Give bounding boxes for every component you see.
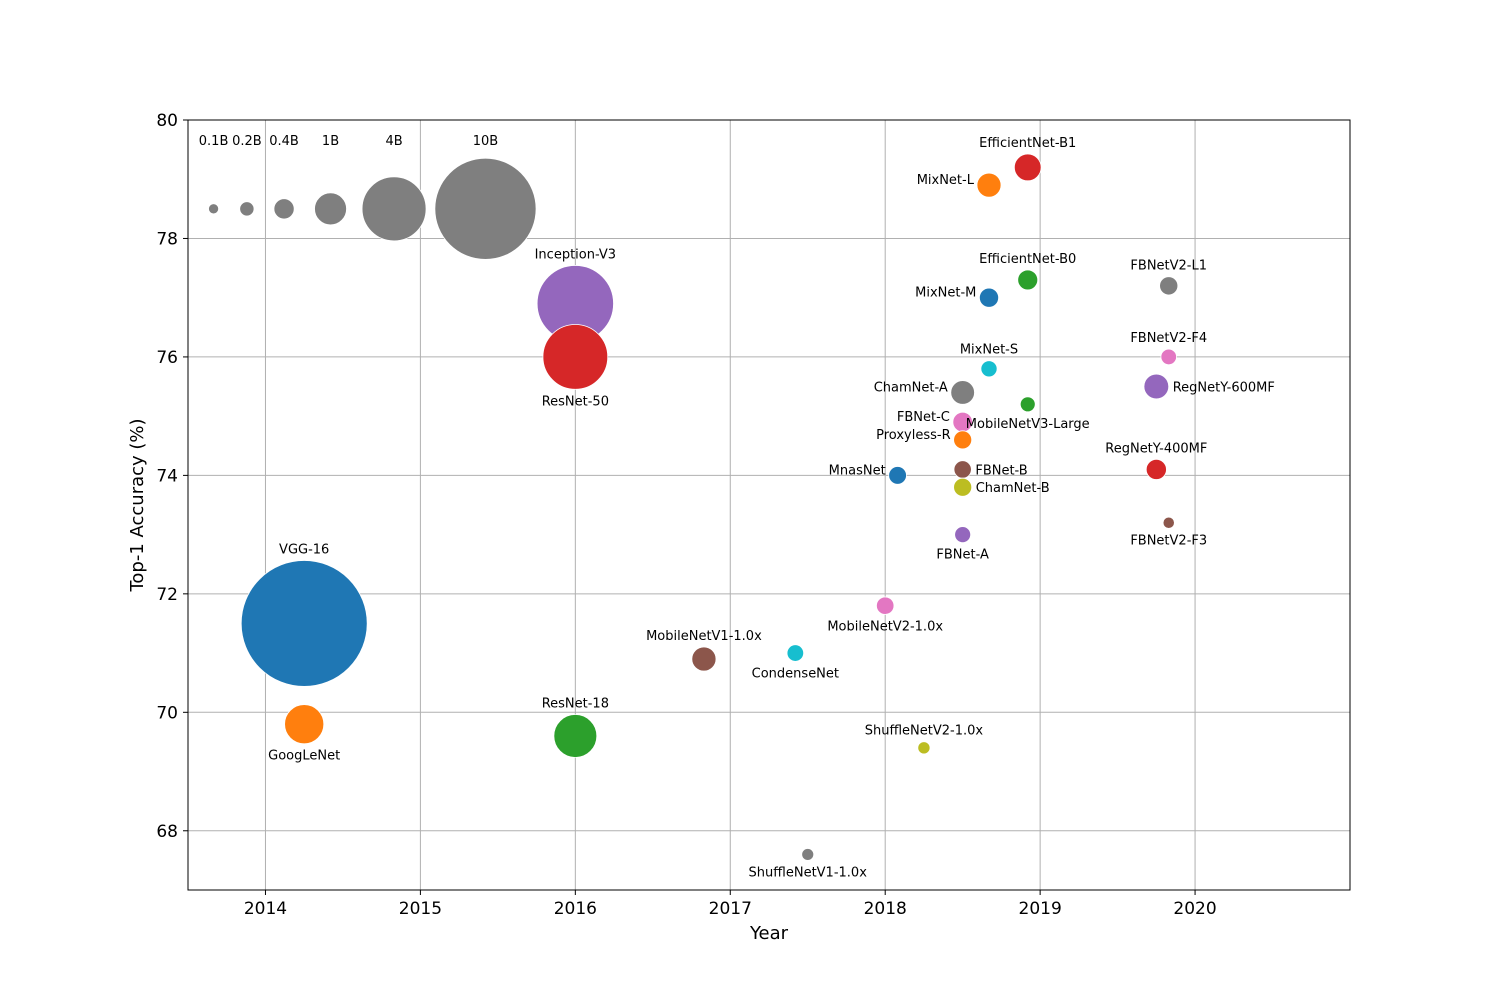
y-tick-label: 74 — [156, 466, 178, 486]
data-point — [953, 430, 973, 450]
point-label: MixNet-L — [917, 173, 975, 188]
x-tick-label: 2017 — [709, 899, 752, 919]
point-label: ChamNet-A — [874, 380, 948, 395]
y-tick-label: 78 — [156, 229, 178, 249]
size-legend-bubble — [361, 176, 427, 242]
size-legend-bubble — [314, 192, 347, 226]
data-point — [691, 646, 717, 672]
x-tick-label: 2020 — [1173, 899, 1216, 919]
axis-ticks: 2014 2015 2016 2017 2018 2019 2020 68 70 72 74 76 78… — [156, 111, 1216, 919]
data-point — [876, 596, 895, 615]
data-point — [284, 704, 325, 745]
data-point — [240, 560, 368, 687]
point-label: RegNetY-600MF — [1173, 381, 1275, 396]
point-label: Inception-V3 — [535, 247, 616, 262]
point-label: EfficientNet-B0 — [979, 252, 1076, 267]
y-tick-label: 80 — [156, 111, 178, 131]
data-point — [976, 172, 1002, 198]
size-legend-bubble — [208, 203, 220, 215]
data-points: VGG-16 GoogLeNet Inception-V3 ResNet-50 ResN… — [240, 136, 1275, 880]
data-point — [1160, 348, 1177, 366]
data-point — [542, 324, 609, 390]
point-label: MobileNetV1-1.0x — [646, 629, 762, 644]
size-legend-label: 1B — [322, 134, 339, 149]
data-point — [950, 380, 975, 405]
y-tick-label: 68 — [156, 822, 178, 842]
y-tick-label: 70 — [156, 703, 178, 723]
point-label: ResNet-18 — [542, 697, 609, 712]
point-label: FBNetV2-F4 — [1130, 331, 1207, 346]
point-label: FBNetV2-L1 — [1130, 259, 1207, 274]
point-label: FBNet-A — [936, 548, 989, 563]
data-point — [1017, 269, 1039, 291]
y-tick-label: 72 — [156, 585, 178, 605]
size-legend-label: 4B — [385, 134, 402, 149]
x-tick-label: 2015 — [399, 899, 442, 919]
data-point — [979, 287, 1000, 308]
point-label: ShuffleNetV2-1.0x — [865, 724, 984, 739]
point-label: FBNet-B — [975, 463, 1027, 478]
plot-frame — [187, 119, 1351, 891]
size-legend-bubble — [273, 198, 295, 220]
data-point — [1159, 276, 1179, 296]
data-point — [786, 644, 805, 662]
point-label: VGG-16 — [279, 542, 329, 557]
x-tick-label: 2018 — [864, 899, 907, 919]
grid-lines — [188, 119, 1350, 890]
x-tick-label: 2019 — [1019, 899, 1062, 919]
size-legend: 0.1B 0.2B 0.4B 1B 4B 10B — [199, 134, 537, 260]
point-label: Proxyless-R — [876, 428, 951, 443]
data-point — [917, 741, 931, 755]
data-point — [888, 466, 907, 485]
data-point — [954, 526, 972, 544]
size-legend-label: 0.4B — [269, 134, 299, 149]
point-label: FBNetV2-F3 — [1130, 533, 1207, 548]
point-label: CondenseNet — [752, 666, 839, 681]
point-label: MnasNet — [829, 463, 886, 478]
y-tick-label: 76 — [156, 348, 178, 368]
point-label: RegNetY-400MF — [1105, 441, 1207, 456]
x-tick-label: 2014 — [244, 899, 287, 919]
size-legend-label: 10B — [473, 134, 498, 149]
point-label: EfficientNet-B1 — [979, 136, 1076, 151]
point-label: ShuffleNetV1-1.0x — [749, 865, 868, 880]
data-point — [1145, 458, 1167, 480]
size-legend-bubble — [239, 201, 255, 217]
point-label: GoogLeNet — [268, 749, 340, 764]
data-point — [953, 477, 973, 497]
data-point — [1162, 516, 1175, 529]
point-label: MobileNetV3-Large — [966, 417, 1090, 432]
data-point — [953, 460, 972, 479]
point-label: FBNet-C — [897, 410, 950, 425]
data-point — [801, 848, 815, 861]
point-label: MixNet-S — [960, 343, 1018, 358]
size-legend-label: 0.1B — [199, 134, 229, 149]
x-tick-label: 2016 — [554, 899, 597, 919]
x-axis-label: Year — [749, 923, 789, 944]
point-label: ChamNet-B — [976, 481, 1050, 496]
point-label: MobileNetV2-1.0x — [827, 619, 943, 634]
data-point — [1019, 396, 1036, 413]
data-point — [1013, 153, 1042, 182]
data-point — [1143, 373, 1170, 400]
data-point — [553, 714, 598, 758]
size-legend-bubble — [434, 157, 537, 260]
data-point — [980, 360, 998, 378]
point-label: ResNet-50 — [542, 394, 609, 409]
y-axis-label: Top-1 Accuracy (%) — [127, 418, 148, 592]
point-label: MixNet-M — [915, 286, 976, 301]
size-legend-label: 0.2B — [232, 134, 262, 149]
